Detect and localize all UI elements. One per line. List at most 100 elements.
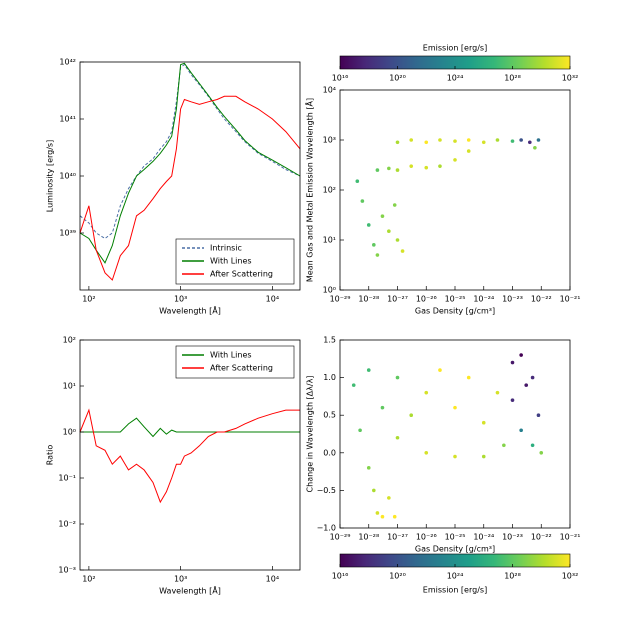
colorbar-tick-label: 10²⁸ (504, 572, 521, 581)
y-tick-label: 10⁻¹ (58, 474, 76, 483)
scatter-point (366, 223, 371, 227)
y-tick-label: 10⁴⁰ (59, 172, 76, 181)
y-tick-label: −0.5 (317, 486, 336, 495)
scatter-point (510, 139, 515, 143)
colorbar-tick-label: 10²⁰ (389, 572, 406, 581)
scatter-point (392, 203, 397, 207)
scatter-point (375, 511, 380, 515)
line-series (79, 408, 300, 504)
scatter-point (536, 138, 541, 142)
scatter-point (519, 138, 523, 142)
scatter-point (502, 443, 506, 448)
scatter-point (395, 168, 400, 172)
colorbar-tick-label: 10²⁴ (447, 74, 464, 83)
scatter-point (395, 435, 400, 440)
scatter-point (481, 140, 486, 145)
scatter-point (372, 488, 376, 493)
scatter-point (453, 139, 457, 143)
scatter-point (358, 428, 362, 433)
y-tick-label: 10⁻³ (58, 566, 76, 575)
scatter-point (366, 368, 371, 372)
plot-area (80, 340, 300, 570)
y-tick-label: 0.0 (323, 448, 336, 457)
legend-label: With Lines (210, 351, 252, 360)
y-tick-label: −1.0 (317, 524, 336, 533)
scatter-point (395, 238, 400, 242)
scatter-point (409, 164, 414, 168)
x-tick-label: 10⁻²³ (502, 533, 523, 542)
scatter-point (400, 249, 405, 253)
scatter-point (424, 451, 429, 455)
scatter-point (530, 443, 535, 448)
colorbar-tick-label: 10²⁴ (447, 572, 464, 581)
line-series (80, 417, 300, 438)
scatter-point (495, 390, 500, 395)
x-tick-label: 10⁻²⁷ (387, 295, 408, 304)
scatter-point (424, 165, 429, 170)
x-tick-label: 10⁻²⁸ (358, 295, 379, 304)
scatter-point (392, 514, 397, 519)
x-tick-label: 10⁻²⁷ (387, 533, 408, 542)
scatter-point (372, 243, 376, 247)
x-tick-label: 10⁻²² (531, 295, 552, 304)
y-tick-label: 1.5 (323, 336, 336, 345)
scatter-point (539, 451, 544, 455)
scatter-point (395, 140, 400, 145)
legend-label: After Scattering (210, 270, 273, 279)
x-tick-label: 10⁻²⁴ (473, 533, 494, 542)
plot-frame (79, 339, 301, 571)
scatter-point (366, 466, 371, 470)
x-tick-label: 10² (82, 295, 95, 304)
y-tick-label: 10⁰ (63, 428, 76, 437)
line-series (79, 62, 301, 264)
y-tick-label: 10³⁹ (59, 229, 76, 238)
scatter-point (453, 158, 457, 162)
scatter-point (466, 149, 471, 153)
x-tick-label: 10⁻²⁵ (445, 533, 466, 542)
scatter-point (409, 138, 414, 142)
scatter-point (395, 375, 400, 380)
x-axis-label: Gas Density [g/cm³] (415, 307, 495, 316)
line-series (79, 95, 301, 281)
scatter-point (375, 168, 380, 172)
scatter-point (466, 375, 471, 380)
plot-area (340, 90, 570, 290)
x-tick-label: 10⁻²² (531, 533, 552, 542)
x-tick-label: 10⁻²⁶ (416, 295, 437, 304)
y-tick-label: 10⁴¹ (59, 115, 76, 124)
scatter-point (481, 454, 486, 459)
colorbar-tick-label: 10¹⁶ (332, 572, 349, 581)
scatter-point (380, 514, 385, 519)
y-tick-label: 10⁰ (323, 286, 336, 295)
y-tick-label: 0.5 (323, 411, 336, 420)
x-tick-label: 10⁻²⁴ (473, 295, 494, 304)
x-axis-label: Gas Density [g/cm³] (415, 545, 495, 554)
x-tick-label: 10⁻²⁹ (330, 295, 351, 304)
scatter-point (524, 383, 529, 387)
scatter-point (536, 413, 541, 418)
x-tick-label: 10⁻²⁶ (416, 533, 437, 542)
y-tick-label: 1.0 (323, 373, 336, 382)
y-axis-label: Change in Wavelength [Δλ/λ] (306, 376, 315, 493)
y-tick-label: 10⁻² (58, 520, 76, 529)
x-axis-label: Wavelength [Å] (159, 585, 221, 596)
y-tick-label: 10⁴² (59, 58, 76, 67)
x-tick-label: 10² (82, 575, 95, 584)
scatter-point (424, 390, 429, 395)
legend-label: Intrinsic (210, 244, 242, 253)
x-axis-label: Wavelength [Å] (159, 305, 221, 316)
line-series (79, 63, 301, 240)
x-tick-label: 10⁻²¹ (560, 533, 581, 542)
colorbar-label: Emission [erg/s] (423, 586, 487, 595)
scatter-point (409, 413, 414, 418)
plot-area (340, 340, 570, 528)
colorbar-tick-label: 10³² (562, 74, 579, 83)
legend-box (175, 345, 295, 379)
y-axis-label: Mean Gas and Metal Emission Wavelength [… (304, 98, 315, 282)
scatter-point (387, 166, 391, 171)
colorbar-tick-label: 10²⁸ (504, 74, 521, 83)
x-tick-label: 10⁻²³ (502, 295, 523, 304)
y-tick-label: 10² (63, 336, 76, 345)
scatter-point (438, 368, 442, 372)
